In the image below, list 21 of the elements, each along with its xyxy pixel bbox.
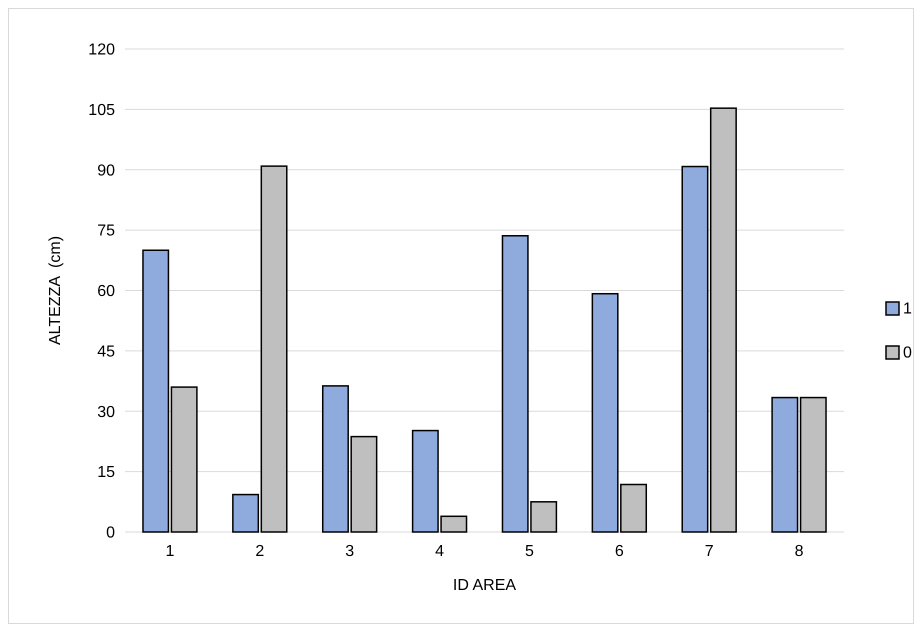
legend-label: 1 — [903, 300, 912, 318]
x-tick-label: 1 — [165, 543, 174, 560]
legend-label: 0 — [903, 344, 912, 362]
x-tick-label: 3 — [345, 543, 354, 560]
x-tick-label: 5 — [524, 543, 534, 560]
y-tick-label: 120 — [88, 42, 116, 59]
y-tick-label: 15 — [97, 464, 116, 482]
y-tick-label: 105 — [88, 102, 116, 119]
x-tick-label: 6 — [614, 543, 624, 560]
x-tick-label: 2 — [255, 543, 264, 560]
y-tick-label: 45 — [97, 343, 116, 360]
x-tick-label: 7 — [704, 543, 714, 560]
y-tick-label: 60 — [97, 283, 116, 300]
y-axis-title: ALTEZZA (cm) — [47, 236, 64, 346]
y-tick-label: 75 — [97, 222, 116, 240]
y-tick-label: 90 — [97, 162, 116, 180]
x-tick-label: 4 — [435, 543, 444, 560]
y-tick-label: 30 — [97, 404, 116, 421]
x-tick-label: 8 — [794, 543, 804, 560]
x-axis-title: ID AREA — [452, 577, 516, 594]
y-tick-label: 0 — [106, 524, 116, 542]
